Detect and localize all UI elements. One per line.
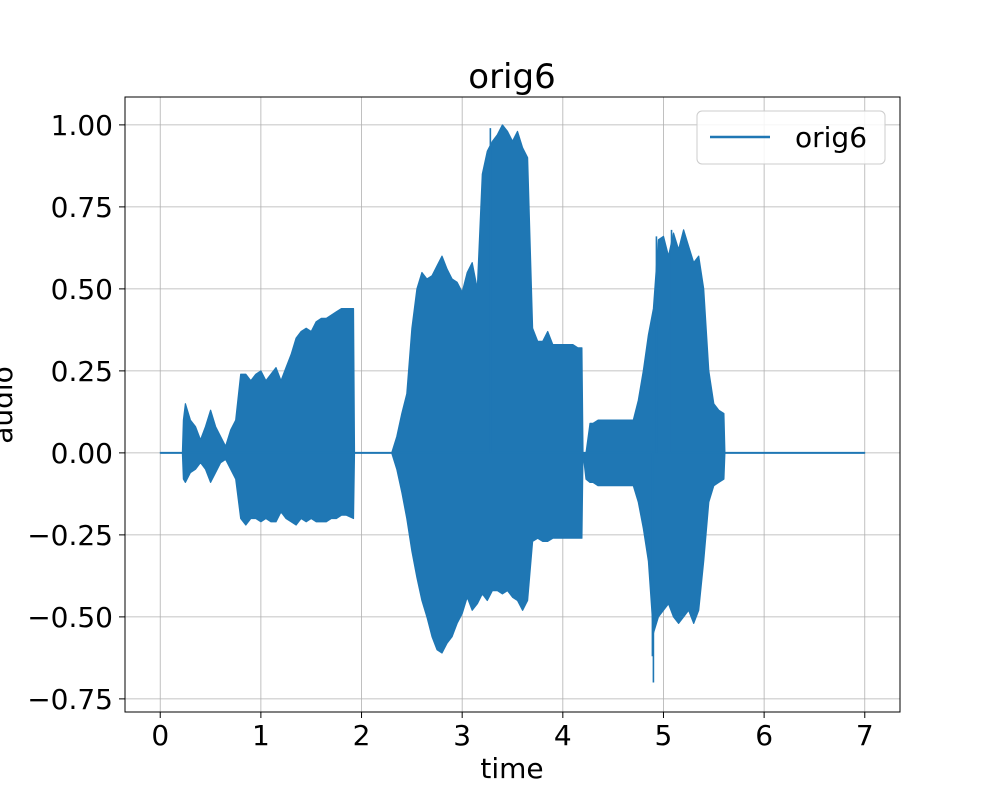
x-tick-label: 7 bbox=[856, 719, 874, 752]
waveform-series bbox=[159, 124, 866, 683]
legend-label: orig6 bbox=[795, 121, 867, 154]
x-tick-label: 0 bbox=[151, 719, 169, 752]
legend: orig6 bbox=[696, 110, 886, 165]
legend-box bbox=[696, 110, 886, 165]
x-tick-label: 1 bbox=[252, 719, 270, 752]
x-tick-label: 4 bbox=[554, 719, 572, 752]
x-axis-ticks: 0 1 2 3 4 5 6 7 bbox=[151, 712, 874, 752]
y-axis-ticks: −0.75 −0.50 −0.25 0.00 0.25 0.50 0.75 1.00 bbox=[27, 109, 125, 716]
x-tick-label: 6 bbox=[755, 719, 773, 752]
y-tick-label: 0.50 bbox=[51, 273, 113, 306]
y-tick-label: 0.75 bbox=[51, 191, 113, 224]
y-tick-label: 1.00 bbox=[51, 109, 113, 142]
y-tick-label: 0.25 bbox=[51, 355, 113, 388]
y-tick-label: 0.00 bbox=[51, 437, 113, 470]
y-tick-label: −0.50 bbox=[27, 601, 113, 634]
waveform-envelope bbox=[159, 124, 866, 654]
x-tick-label: 5 bbox=[655, 719, 673, 752]
chart-title: orig6 bbox=[468, 57, 555, 97]
y-tick-label: −0.25 bbox=[27, 519, 113, 552]
y-tick-label: −0.75 bbox=[27, 683, 113, 716]
x-tick-label: 3 bbox=[453, 719, 471, 752]
plot-frame bbox=[124, 96, 901, 713]
x-tick-label: 2 bbox=[353, 719, 371, 752]
x-axis-label: time bbox=[480, 752, 543, 785]
y-axis-label: audio bbox=[0, 366, 19, 444]
